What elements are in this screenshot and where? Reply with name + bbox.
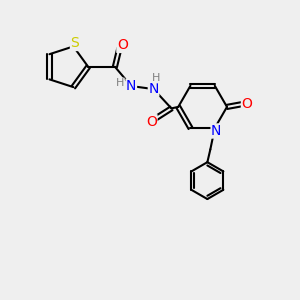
Text: S: S <box>70 37 79 50</box>
Text: N: N <box>126 79 136 93</box>
Text: N: N <box>148 82 159 96</box>
Text: O: O <box>146 115 157 129</box>
Text: N: N <box>211 124 221 138</box>
Text: H: H <box>152 73 161 83</box>
Text: H: H <box>116 78 124 88</box>
Text: O: O <box>242 97 252 111</box>
Text: O: O <box>117 38 128 52</box>
